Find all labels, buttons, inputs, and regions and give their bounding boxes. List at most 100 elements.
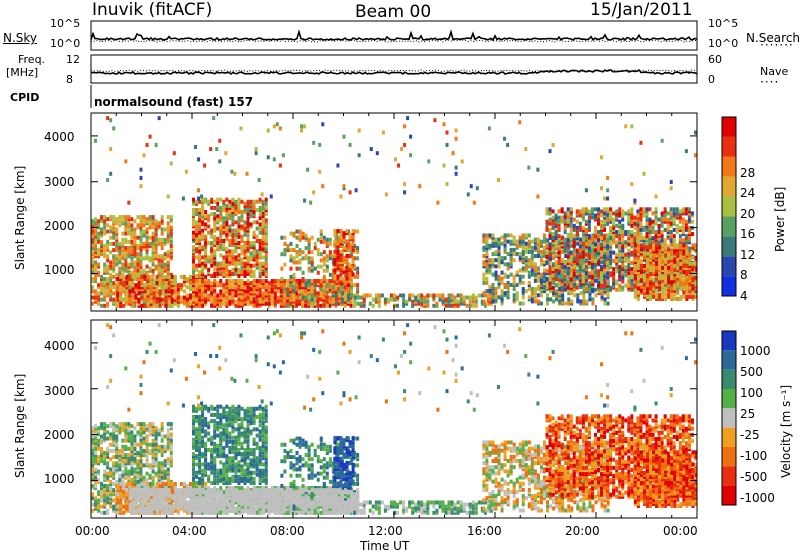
power-cell <box>597 230 601 234</box>
power-cell <box>645 209 649 214</box>
power-cell <box>642 238 646 243</box>
power-cell <box>441 293 445 298</box>
power-cell <box>249 283 253 288</box>
power-cell <box>670 276 674 281</box>
power-cell <box>609 258 613 263</box>
power-cell <box>91 223 94 228</box>
power-cell <box>673 249 677 254</box>
velocity-cell <box>100 448 104 453</box>
power-cell <box>527 297 531 302</box>
power-cell <box>261 271 265 276</box>
power-cell <box>276 295 280 300</box>
power-cell <box>350 266 354 271</box>
power-cell <box>322 256 326 261</box>
power-cell <box>362 295 366 300</box>
power-cell <box>435 303 439 308</box>
power-cell <box>270 287 274 292</box>
power-cell <box>225 299 229 304</box>
power-cell <box>249 265 253 270</box>
power-cell <box>163 256 167 261</box>
power-cell <box>685 284 689 289</box>
power-cell <box>310 260 314 265</box>
power-cell <box>298 293 302 298</box>
power-cell <box>642 271 646 276</box>
power-cell <box>639 259 643 264</box>
power-cell <box>97 235 101 240</box>
power-cell <box>234 293 238 298</box>
power-cell <box>444 299 448 304</box>
power-cell <box>127 268 131 273</box>
power-cell <box>552 264 556 269</box>
power-cell <box>261 247 265 252</box>
power-cell <box>348 245 352 250</box>
power-cell <box>506 293 510 298</box>
power-cell <box>267 285 271 290</box>
power-cell <box>348 264 352 269</box>
power-cell <box>124 223 128 228</box>
power-cell <box>554 252 558 257</box>
power-cell <box>524 233 528 238</box>
power-cell <box>688 288 692 293</box>
power-cell <box>201 291 205 296</box>
power-cell <box>334 281 338 286</box>
power-cell <box>563 213 567 218</box>
power-cell <box>280 252 284 257</box>
power-cell <box>615 258 619 263</box>
power-cell <box>231 261 235 266</box>
power-cell <box>207 230 211 235</box>
power-cell <box>482 239 486 244</box>
power-cell <box>240 226 244 231</box>
power-cell <box>237 257 241 262</box>
power-cell <box>291 279 295 284</box>
power-cell <box>298 233 302 238</box>
power-cell <box>652 245 656 250</box>
velocity-cell <box>100 440 104 445</box>
power-cell <box>301 303 305 308</box>
power-cell <box>131 297 135 302</box>
power-cell <box>131 287 135 292</box>
power-cell <box>684 207 688 212</box>
power-cell <box>240 238 244 243</box>
power-cell <box>687 227 691 232</box>
power-cell <box>255 301 259 306</box>
power-cell <box>636 245 640 250</box>
power-cell <box>283 287 287 292</box>
power-cell <box>627 213 631 218</box>
power-cell <box>336 274 340 279</box>
power-cell <box>500 291 504 296</box>
velocity-cell <box>109 467 113 472</box>
power-cell <box>569 273 573 278</box>
power-cell <box>243 201 247 206</box>
power-cell <box>673 247 677 252</box>
power-cell <box>316 291 320 296</box>
power-cell <box>684 227 688 232</box>
power-cell <box>506 239 510 244</box>
power-cell <box>567 301 571 306</box>
power-cell <box>307 239 311 244</box>
power-cell <box>231 259 235 264</box>
power-cell <box>685 270 689 275</box>
power-cell <box>201 214 205 219</box>
power-cell <box>128 276 132 281</box>
power-cell <box>482 264 486 269</box>
power-cell <box>557 265 561 270</box>
power-cell <box>578 227 582 232</box>
power-cell <box>672 238 676 243</box>
power-cell <box>328 301 332 306</box>
power-cell <box>139 221 143 226</box>
power-cell <box>201 199 205 204</box>
power-cell <box>264 212 268 217</box>
power-cell <box>515 297 519 302</box>
power-cell <box>240 199 244 204</box>
power-cell <box>679 278 683 283</box>
power-cell <box>661 268 665 273</box>
power-cell <box>488 297 492 302</box>
power-cell <box>664 296 668 301</box>
power-cell <box>106 279 110 284</box>
power-cell <box>133 241 137 246</box>
power-cell <box>118 266 122 271</box>
power-cell <box>148 297 152 302</box>
power-cell <box>682 251 686 256</box>
power-cell <box>497 278 501 283</box>
power-cell <box>649 294 653 299</box>
